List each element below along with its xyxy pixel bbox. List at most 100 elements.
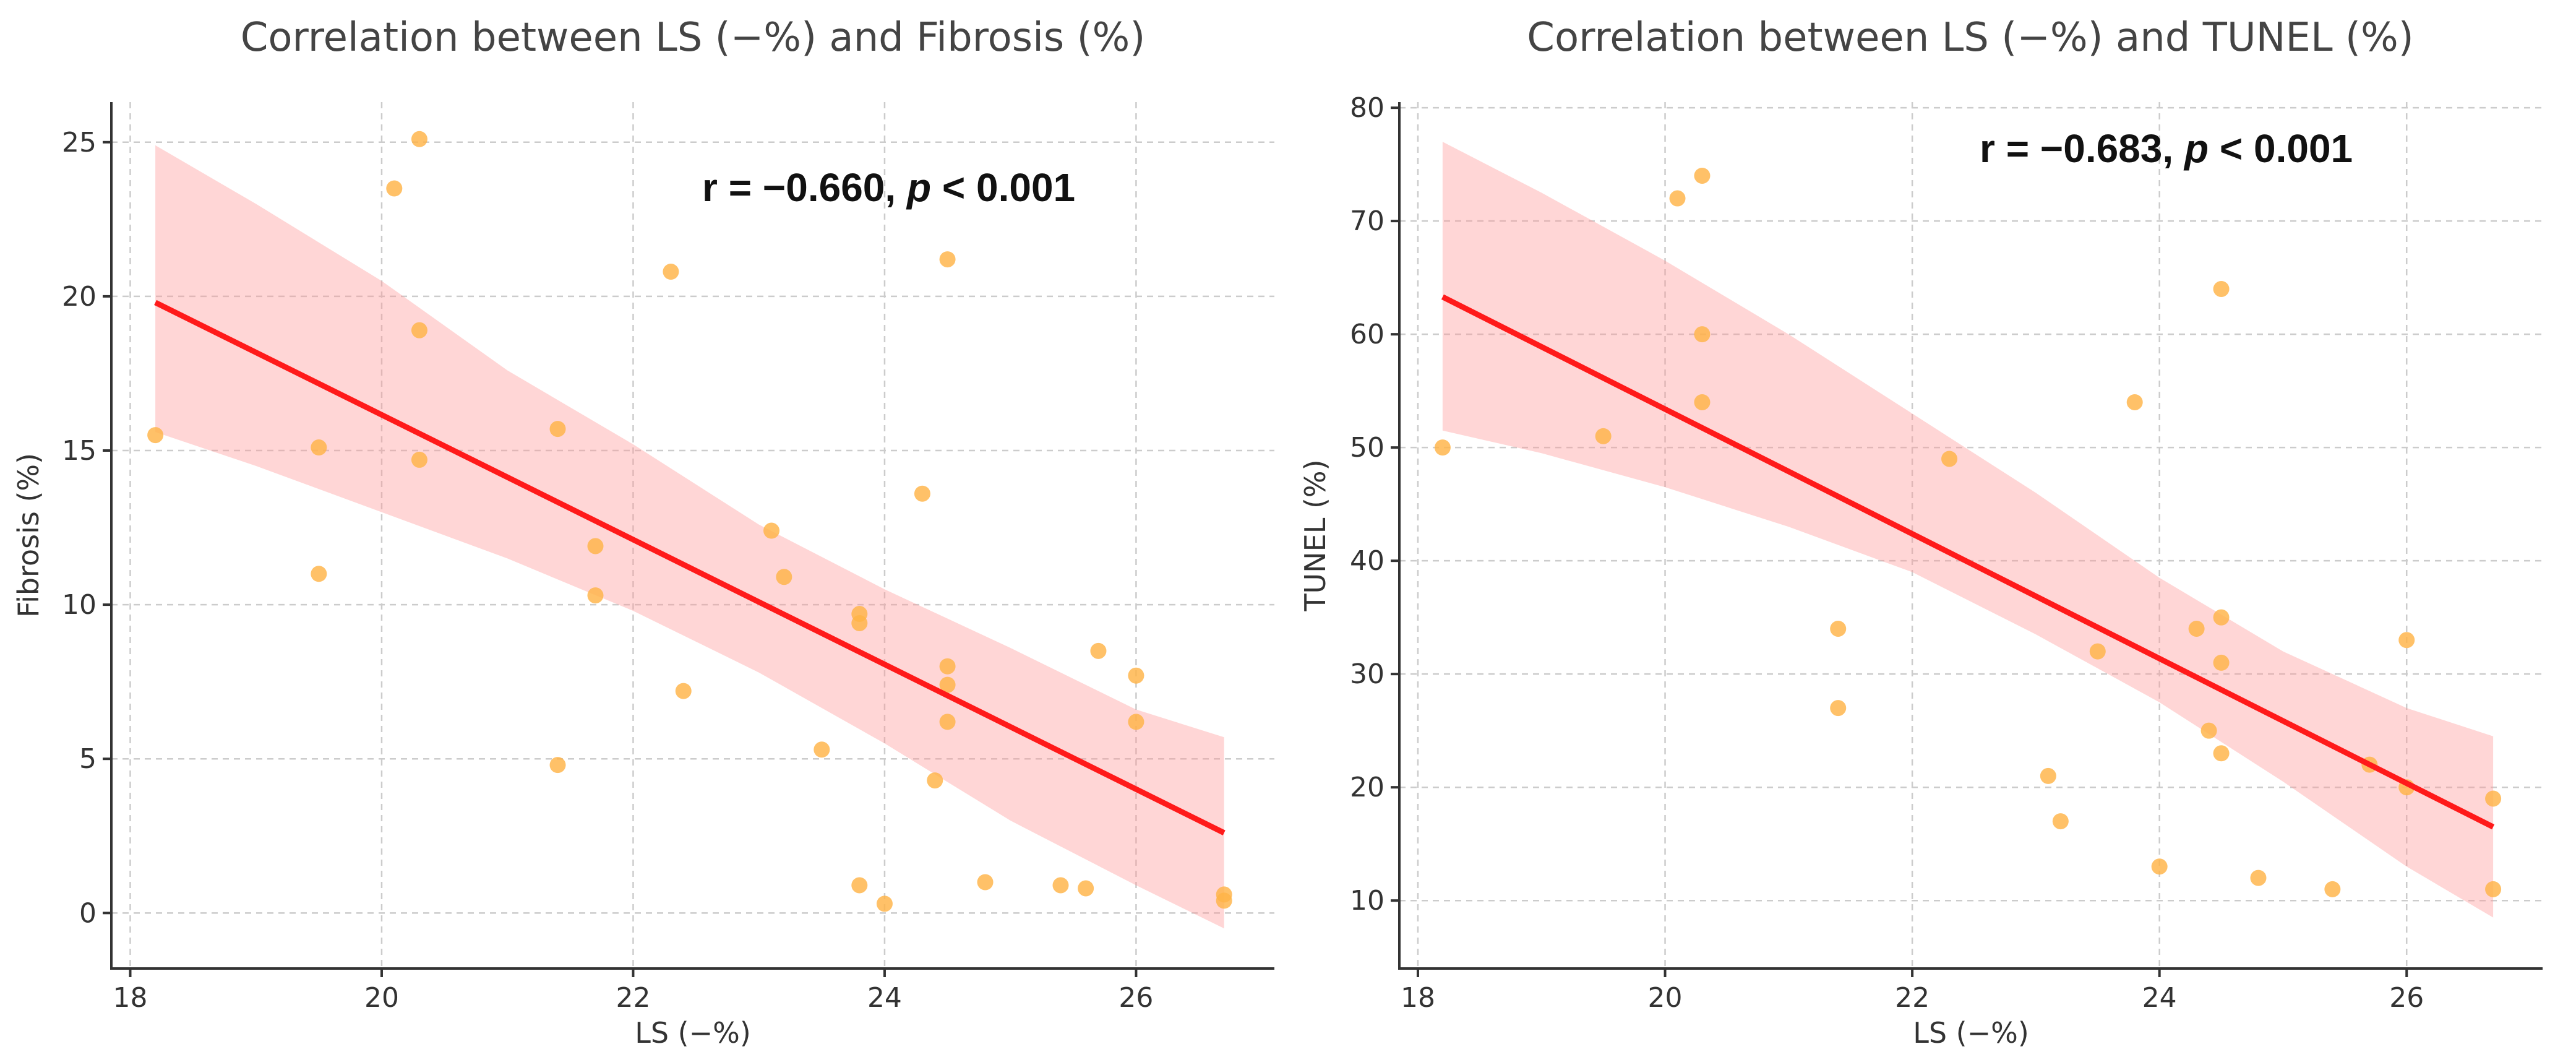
data-point (2188, 620, 2205, 637)
data-point (851, 615, 868, 631)
data-point (2089, 643, 2106, 660)
y-tick-label: 15 (62, 435, 97, 467)
x-tick-label: 18 (1401, 982, 1435, 1014)
y-tick-label: 10 (62, 589, 97, 621)
axis-spines (1398, 102, 2543, 970)
data-point (1694, 394, 1711, 410)
y-tick-label: 70 (1350, 205, 1385, 237)
y-tick-label: 20 (1350, 772, 1385, 803)
data-point (2250, 869, 2267, 886)
data-point (587, 587, 604, 604)
data-point (2126, 394, 2143, 410)
data-point (1830, 700, 1847, 717)
data-point (2040, 767, 2056, 784)
y-axis-label: TUNEL (%) (1299, 459, 1332, 611)
data-point (763, 522, 780, 539)
stats-annotation-p: p (906, 165, 931, 210)
x-axis-label: LS (−%) (1913, 1016, 2029, 1050)
data-point (1595, 428, 1612, 444)
data-point (1941, 451, 1958, 467)
data-point (2200, 722, 2217, 739)
data-point (411, 322, 427, 339)
data-point (2213, 280, 2230, 297)
y-tick-label: 40 (1350, 545, 1385, 577)
regression-line (154, 300, 1226, 835)
x-tick-label: 24 (867, 982, 902, 1014)
data-point (939, 714, 956, 730)
data-point (814, 741, 830, 758)
data-point (411, 451, 427, 468)
data-point (939, 251, 956, 268)
data-point (1052, 877, 1069, 894)
data-point (1694, 167, 1711, 184)
data-point (675, 683, 692, 699)
x-tick-label: 18 (113, 982, 147, 1014)
y-tick-label: 80 (1350, 92, 1385, 124)
data-point (876, 895, 893, 912)
chart-2: 18 20 22 24 26 10 20 30 40 50 60 70 80 Correlation be… (1299, 15, 2543, 1050)
y-tick-label: 0 (79, 897, 97, 929)
data-point (939, 676, 956, 693)
stats-annotation-suffix: < 0.001 (931, 165, 1075, 210)
y-tick-label: 25 (62, 127, 97, 158)
data-point (411, 131, 427, 147)
x-tick-label: 26 (2389, 982, 2424, 1014)
data-point (1078, 880, 1094, 897)
regression-line (1441, 294, 2495, 830)
data-point (1090, 642, 1107, 659)
data-point (1216, 892, 1232, 909)
data-point (1669, 190, 1686, 207)
y-tick-label: 20 (62, 281, 97, 313)
x-tick-label: 26 (1118, 982, 1153, 1014)
data-point (1694, 326, 1711, 343)
data-point (663, 264, 679, 280)
data-point (939, 658, 956, 675)
data-point (927, 772, 943, 789)
axis-spines (110, 102, 1274, 970)
data-point (851, 877, 868, 894)
stats-annotation-p: p (2183, 126, 2209, 171)
stats-annotation: r = −0.683, p < 0.001 (1980, 126, 2353, 171)
data-point (587, 538, 604, 554)
y-tick-label: 30 (1350, 658, 1385, 690)
data-point (2324, 881, 2341, 897)
data-point (549, 421, 566, 438)
data-point (2213, 745, 2230, 762)
data-point (1128, 667, 1144, 684)
data-point (2213, 609, 2230, 626)
data-point (2052, 813, 2069, 830)
x-tick-label: 22 (1895, 982, 1930, 1014)
data-point (914, 485, 930, 502)
data-point (2398, 632, 2415, 649)
data-point (311, 439, 327, 456)
x-tick-label: 20 (364, 982, 399, 1014)
data-point (977, 874, 994, 891)
data-point (147, 427, 164, 444)
data-point (386, 180, 403, 197)
data-point (1830, 620, 1847, 637)
data-point (311, 566, 327, 582)
y-tick-label: 50 (1350, 432, 1385, 464)
data-point (2151, 858, 2168, 875)
x-tick-label: 24 (2142, 982, 2177, 1014)
chart-title: Correlation between LS (−%) and Fibrosis… (241, 15, 1146, 61)
chart-title: Correlation between LS (−%) and TUNEL (%… (1527, 15, 2413, 61)
data-point (2485, 881, 2502, 897)
y-tick-label: 60 (1350, 319, 1385, 350)
confidence-band (1442, 142, 2494, 918)
x-tick-label: 20 (1648, 982, 1683, 1014)
y-axis-label: Fibrosis (%) (12, 453, 45, 618)
stats-annotation-prefix: r = −0.660, (702, 165, 907, 210)
data-point (2485, 790, 2502, 807)
chart-1: 18 20 22 24 26 0 5 10 15 20 25 Correlation between … (12, 15, 1274, 1050)
data-point (549, 757, 566, 774)
y-tick-label: 5 (79, 743, 97, 775)
data-point (776, 569, 792, 585)
stats-annotation-suffix: < 0.001 (2209, 126, 2353, 171)
data-point (2213, 654, 2230, 671)
x-tick-label: 22 (616, 982, 650, 1014)
stats-annotation: r = −0.660, p < 0.001 (702, 165, 1075, 210)
stats-annotation-prefix: r = −0.683, (1980, 126, 2184, 171)
x-axis-label: LS (−%) (635, 1016, 751, 1050)
